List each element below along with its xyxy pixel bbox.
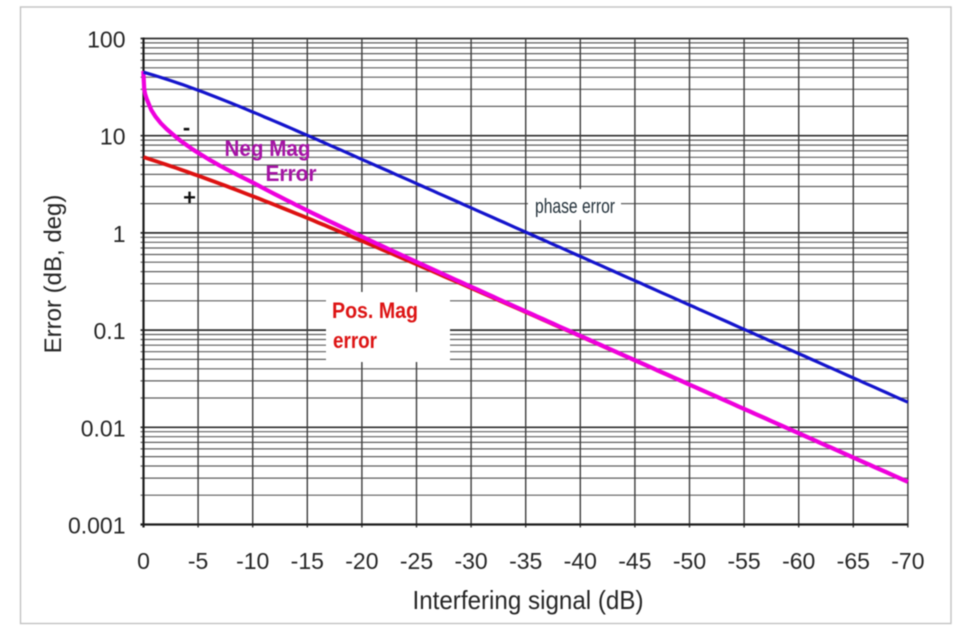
svg-text:-45: -45 — [618, 548, 651, 574]
svg-text:-40: -40 — [564, 548, 597, 574]
svg-text:Error (dB, deg): Error (dB, deg) — [40, 195, 67, 354]
svg-text:0.1: 0.1 — [94, 318, 126, 344]
svg-text:-25: -25 — [400, 548, 433, 574]
svg-text:Interfering signal (dB): Interfering signal (dB) — [413, 585, 644, 615]
svg-text:0: 0 — [137, 548, 150, 574]
svg-text:+: + — [183, 185, 196, 210]
svg-text:Neg Mag: Neg Mag — [225, 136, 311, 161]
svg-text:-5: -5 — [188, 548, 208, 574]
svg-text:-10: -10 — [236, 548, 269, 574]
svg-text:0.001: 0.001 — [68, 513, 126, 539]
svg-text:-50: -50 — [673, 548, 706, 574]
svg-text:-15: -15 — [291, 548, 324, 574]
svg-text:-30: -30 — [454, 548, 487, 574]
svg-text:-55: -55 — [727, 548, 760, 574]
svg-text:Pos. Mag: Pos. Mag — [332, 298, 418, 323]
svg-text:100: 100 — [87, 27, 125, 53]
svg-text:-70: -70 — [891, 548, 924, 574]
svg-text:10: 10 — [100, 124, 126, 150]
svg-text:error: error — [333, 328, 377, 353]
svg-text:-20: -20 — [345, 548, 378, 574]
svg-text:0.01: 0.01 — [81, 415, 126, 441]
svg-text:-: - — [183, 115, 190, 140]
svg-text:-60: -60 — [782, 548, 815, 574]
svg-text:-65: -65 — [837, 548, 870, 574]
svg-text:-35: -35 — [509, 548, 542, 574]
svg-text:phase error: phase error — [535, 196, 615, 218]
svg-text:Error: Error — [266, 161, 317, 186]
svg-text:1: 1 — [113, 221, 126, 247]
